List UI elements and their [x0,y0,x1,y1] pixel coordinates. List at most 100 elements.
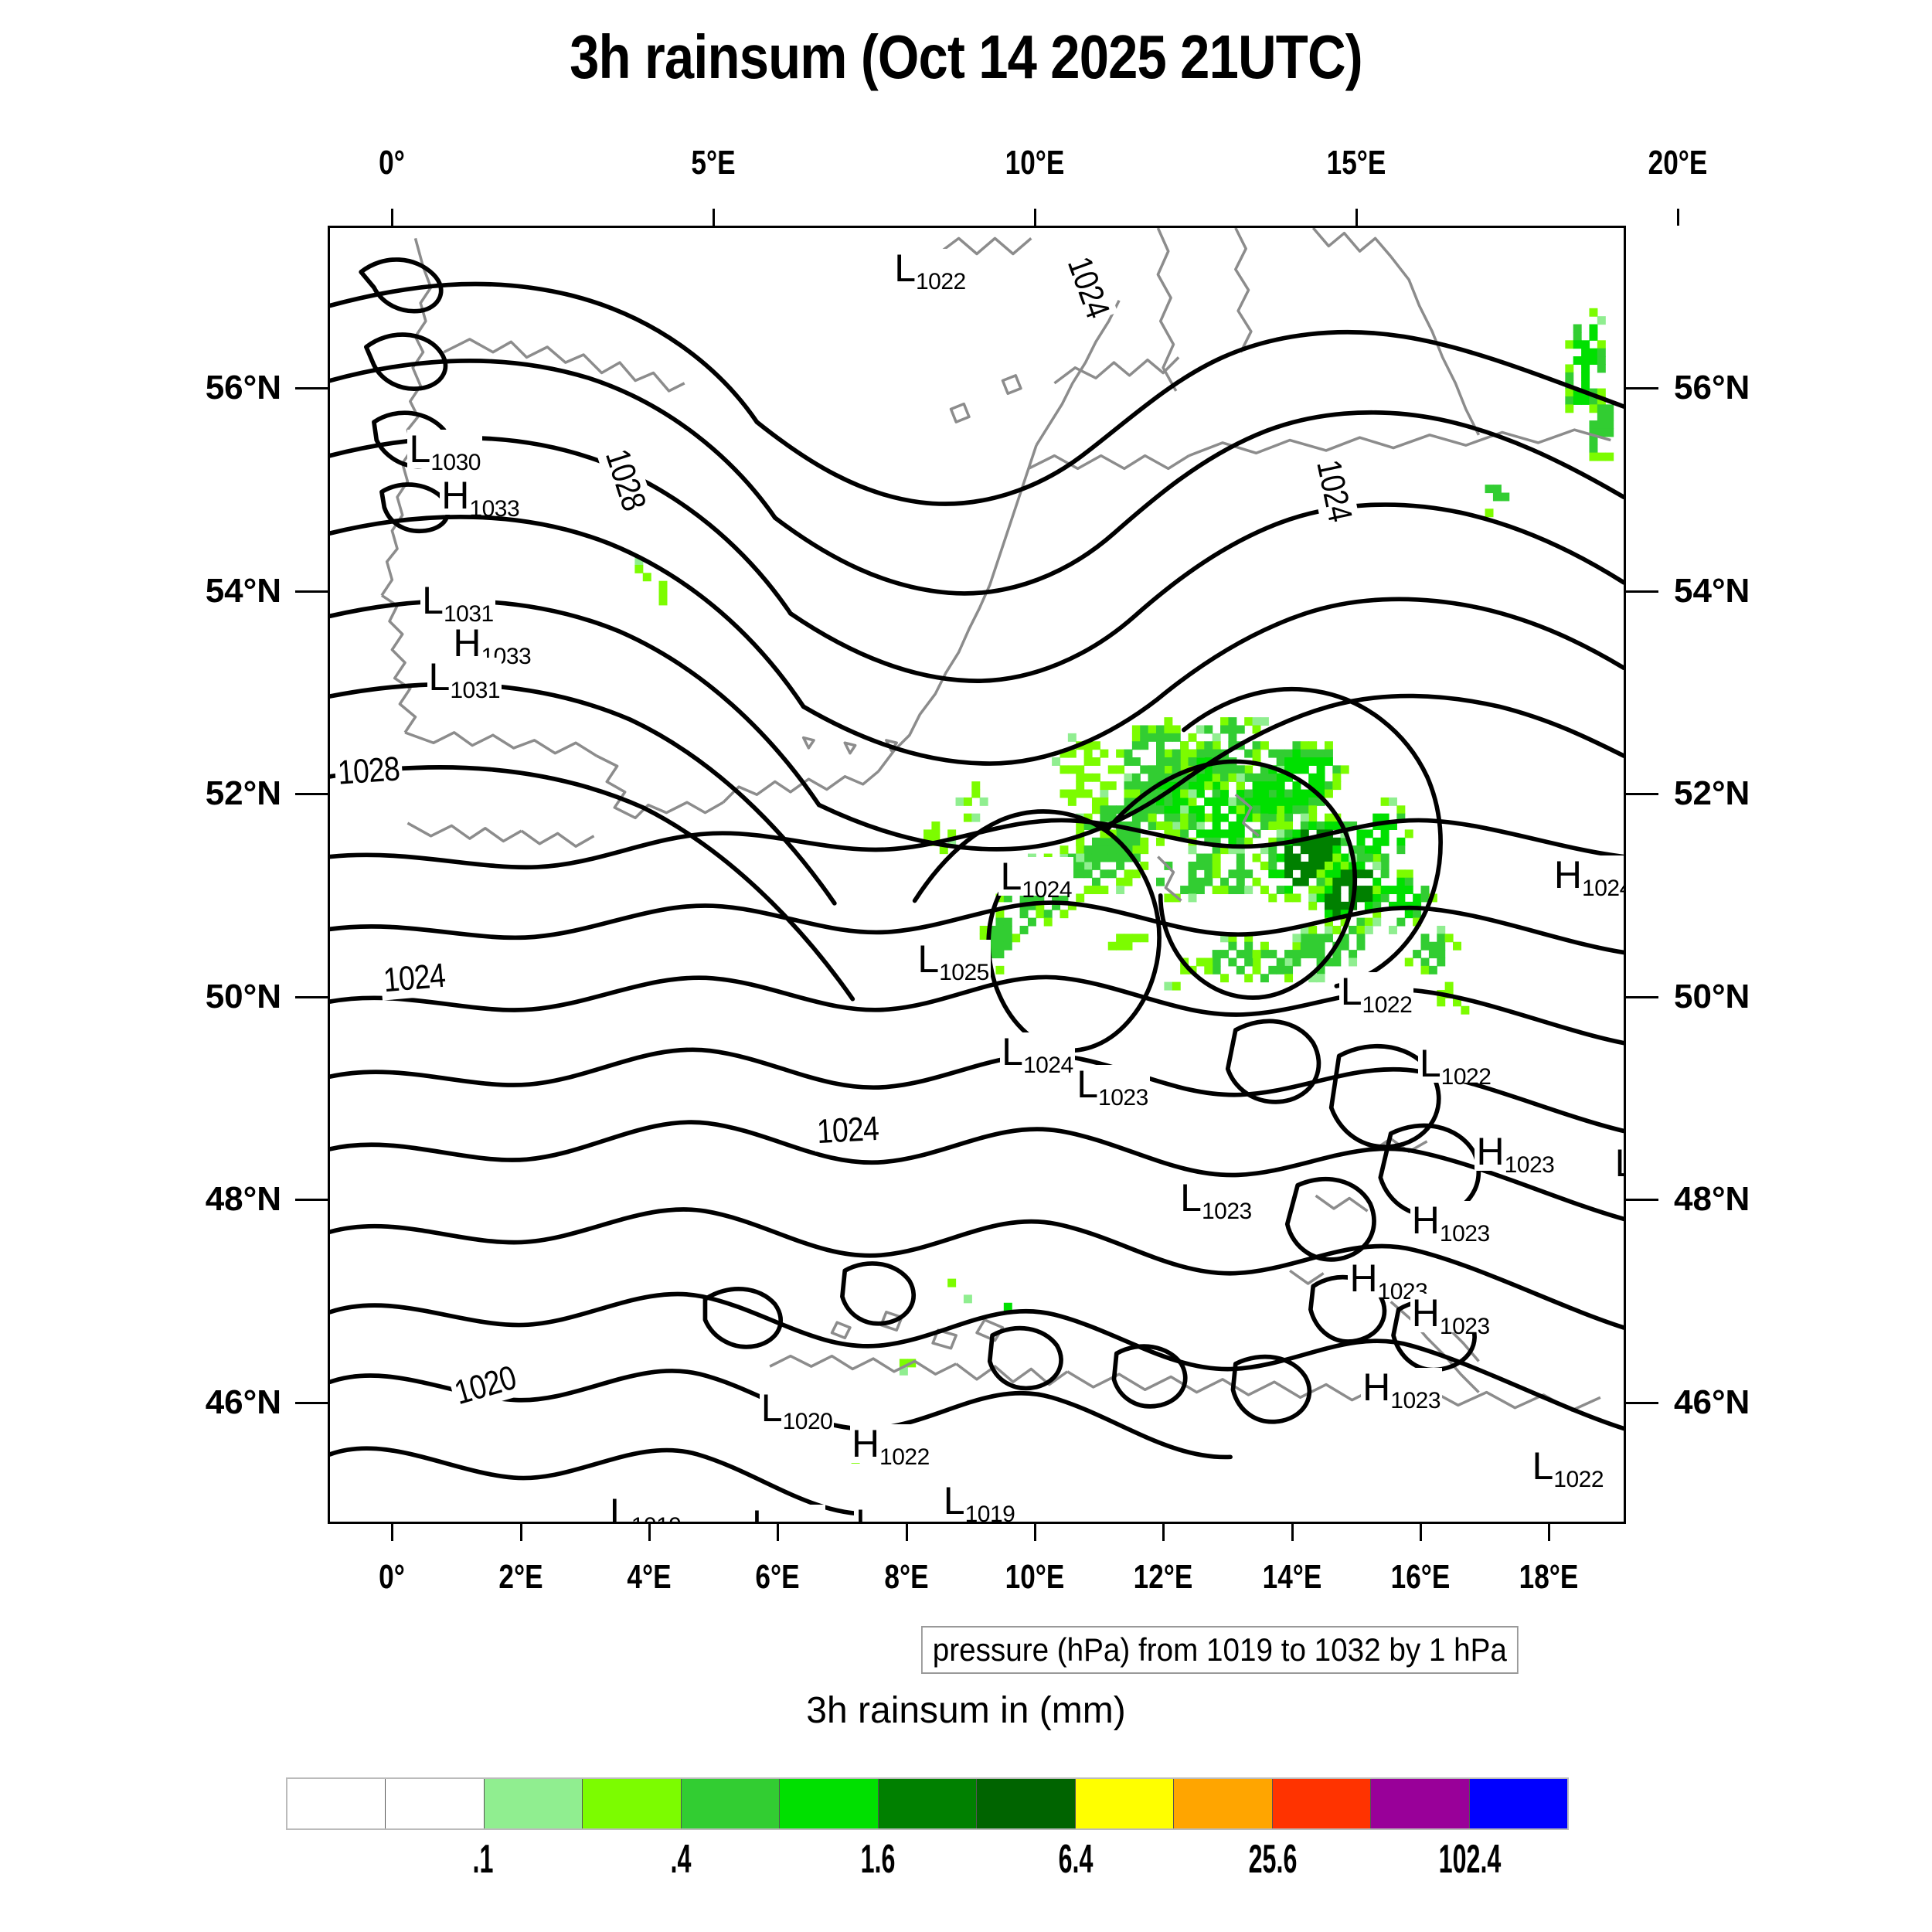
precip-cell [1140,934,1149,943]
precip-cell [1260,821,1269,830]
precip-cell [1396,805,1406,815]
precip-cell [1003,893,1012,903]
precip-cell [1220,717,1230,726]
precip-cell [1212,837,1221,846]
precip-cell [1204,837,1213,846]
precip-cell [1597,348,1606,357]
precip-cell [1204,813,1213,822]
colorbar[interactable] [286,1777,1569,1830]
precip-cell [995,934,1005,943]
precip-cell [1244,950,1253,959]
colorbar-swatch-1[interactable] [386,1779,485,1828]
precip-cell [1196,957,1205,967]
precip-cell [988,950,997,959]
colorbar-swatch-5[interactable] [780,1779,879,1828]
pressure-center-l-10: L1022 [1338,971,1414,1016]
colorbar-swatch-10[interactable] [1272,1779,1372,1828]
precip-cell [1172,813,1181,822]
precip-cell [1356,861,1366,870]
pressure-center-symbol: L [855,1501,877,1524]
precip-cell [1180,797,1189,806]
precip-cell [1597,356,1606,366]
precip-cell [1324,781,1333,791]
pressure-center-l-7: L1025 [916,939,991,984]
precip-cell [1067,789,1077,798]
precip-cell [1060,845,1069,855]
tick-mark [1033,1524,1036,1541]
precip-cell [1276,749,1285,758]
colorbar-swatch-6[interactable] [878,1779,978,1828]
precip-cell [1100,869,1109,879]
precip-cell [931,821,940,830]
precip-cell [1396,869,1406,879]
precip-cell [1204,725,1213,734]
precip-cell [1228,821,1237,830]
colorbar-swatch-9[interactable] [1174,1779,1273,1828]
pressure-center-h-1: H1033 [440,476,522,521]
precip-cell [1292,861,1301,870]
precip-cell [1180,781,1189,791]
precip-cell [1188,757,1197,766]
colorbar-swatch-8[interactable] [1075,1779,1175,1828]
precip-cell [1260,717,1269,726]
precip-cell [1308,893,1318,903]
precip-cell [1420,886,1430,895]
precip-cell [1605,412,1614,421]
precip-cell [1228,957,1237,967]
precip-cell [1324,893,1333,903]
precip-cell [1140,781,1149,791]
colorbar-swatch-4[interactable] [681,1779,781,1828]
precip-cell [1284,813,1294,822]
precip-cell [988,934,997,943]
precip-cell [1100,797,1109,806]
precip-cell [1389,886,1397,895]
colorbar-swatch-11[interactable] [1371,1779,1470,1828]
precip-cell [1437,925,1446,934]
precip-cell [1220,781,1230,791]
precip-cell [1268,781,1277,791]
precip-cell [1284,861,1294,870]
precip-cell [1131,934,1141,943]
colorbar-swatch-3[interactable] [583,1779,682,1828]
precip-cell [1196,877,1205,886]
precip-cell [1324,934,1333,943]
precip-cell [1300,821,1309,830]
precip-cell [1324,910,1333,919]
precip-cell [1180,757,1189,766]
precip-cell [1573,396,1582,405]
precip-cell [1116,749,1125,758]
precip-cell [1148,765,1157,774]
precip-cell [1308,845,1318,855]
precip-cell [939,845,948,855]
precip-cell [1076,837,1085,846]
precip-cell [1428,965,1437,975]
precip-cell [1485,509,1494,518]
precip-cell [1124,773,1133,782]
colorbar-swatch-2[interactable] [484,1779,583,1828]
precip-cell [1212,813,1221,822]
precip-cell [1164,781,1173,791]
colorbar-swatch-12[interactable] [1469,1779,1568,1828]
map-panel[interactable]: L1030 H1033 L1031 H1033 L1031 L1022 L1024 L1025… [328,226,1626,1524]
precip-cell [1581,380,1590,389]
precip-cell [1244,789,1253,798]
precip-cell [1597,428,1606,437]
precip-cell [1597,364,1606,373]
precip-cell [1212,829,1221,838]
precip-cell [642,573,651,582]
colorbar-swatch-7[interactable] [977,1779,1076,1828]
axis-tick-bottom-2: 4°E [627,1558,672,1596]
precip-cell [1308,805,1318,815]
precip-cell [1589,348,1598,357]
precip-cell [1196,813,1205,822]
precip-cell [1276,829,1285,838]
colorbar-swatch-0[interactable] [287,1779,386,1828]
precip-cell [1581,348,1590,357]
precip-cell [1300,877,1309,886]
precip-cell [1188,877,1197,886]
precip-cell [1332,925,1342,934]
tick-mark [391,1524,394,1541]
precip-cell [1364,893,1373,903]
pressure-center-l-6: L1024 [998,856,1074,901]
precip-cell [1244,941,1253,951]
